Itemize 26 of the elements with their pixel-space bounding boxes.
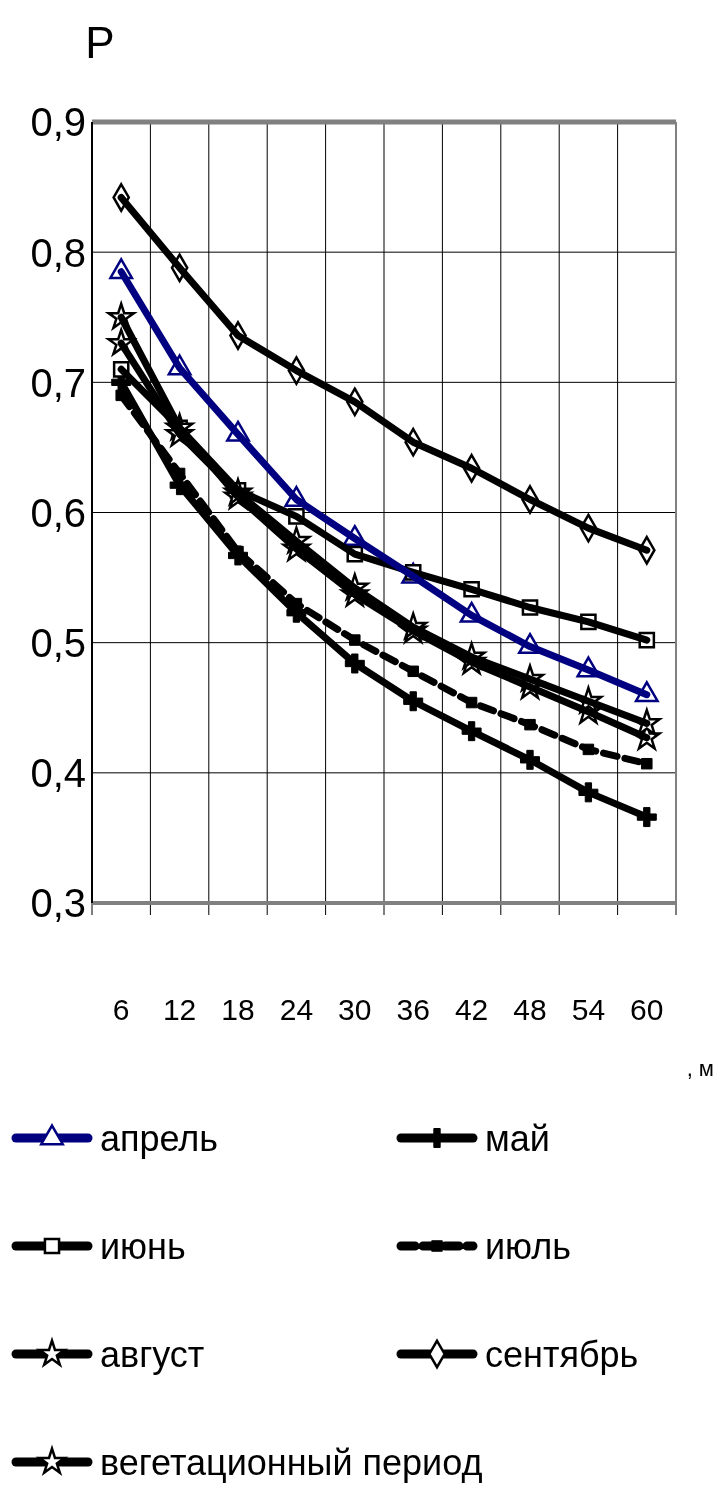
x-tick-label: 12 (162, 993, 197, 1026)
x-tick-label: 6 (112, 993, 130, 1026)
x-tick-label: 30 (338, 993, 372, 1026)
x-tick-label: 24 (279, 993, 314, 1026)
y-tick-label: 0,3 (30, 881, 86, 926)
y-tick-label: 0,6 (30, 490, 86, 535)
legend-label: вегетационный период (100, 1441, 483, 1483)
x-tick-label: 48 (513, 993, 547, 1026)
x-tick-label: 60 (630, 993, 664, 1026)
legend-label: сентябрь (485, 1333, 639, 1375)
legend-label: август (100, 1333, 205, 1375)
y-tick-label: 0,7 (30, 360, 86, 405)
chart-title: Р (85, 18, 115, 67)
x-tick-label: 54 (571, 993, 606, 1026)
y-tick-label: 0,4 (30, 751, 86, 796)
x-tick-label: 42 (454, 993, 489, 1026)
y-tick-label: 0,5 (30, 621, 86, 666)
x-axis-title: , м (686, 1056, 714, 1081)
x-tick-label: 18 (221, 993, 255, 1026)
y-tick-label: 0,8 (30, 230, 86, 275)
legend-label: июнь (100, 1225, 186, 1267)
legend-label: май (485, 1117, 550, 1159)
x-tick-label: 36 (396, 993, 430, 1026)
y-tick-label: 0,9 (30, 100, 86, 145)
legend-label: апрель (100, 1117, 219, 1159)
legend-label: июль (485, 1225, 572, 1267)
